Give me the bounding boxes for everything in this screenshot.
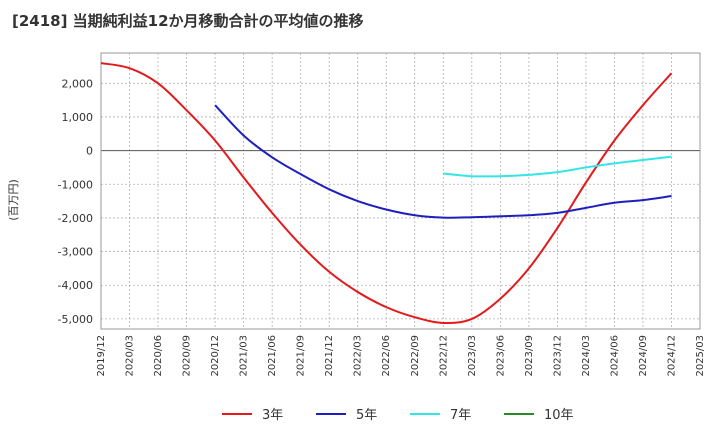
x-tick-label: 2023/06 <box>495 335 506 377</box>
x-tick-label: 2020/06 <box>153 335 164 377</box>
y-tick-label: -1,000 <box>58 178 93 191</box>
series-line-3 <box>443 155 672 178</box>
x-tick-label: 2021/09 <box>296 335 307 377</box>
y-tick-label: 2,000 <box>62 77 94 90</box>
x-tick-label: 2022/09 <box>410 335 421 377</box>
x-tick-label: 2021/06 <box>267 335 278 377</box>
x-tick-label: 2023/09 <box>524 335 535 377</box>
y-axis-label: (百万円) <box>7 179 20 221</box>
legend-label: 10年 <box>544 408 574 423</box>
x-tick-label: 2025/03 <box>695 335 706 377</box>
y-tick-label: -2,000 <box>58 212 93 225</box>
y-tick-label: -3,000 <box>58 246 93 259</box>
axes-layer: 2019/12 2020/03 2020/06 2020/09 2020/12 2021/… <box>58 52 706 377</box>
x-tick-label: 2020/03 <box>125 335 136 377</box>
x-tick-label: 2024/03 <box>581 335 592 377</box>
x-tick-label: 2021/03 <box>239 335 250 377</box>
y-tick-label: 1,000 <box>62 111 94 124</box>
series-line-2 <box>214 104 672 219</box>
y-tick-label: 0 <box>86 145 93 158</box>
grid-layer <box>101 53 700 329</box>
x-tick-label: 2022/12 <box>438 335 449 377</box>
legend-label: 5年 <box>356 408 377 423</box>
y-tick-label: -5,000 <box>58 313 93 326</box>
legend-layer: 3年 5年 7年 10年 <box>222 408 574 423</box>
legend-label: 7年 <box>450 408 471 423</box>
x-tick-label: 2024/12 <box>666 335 677 377</box>
series-layer <box>100 62 673 325</box>
x-tick-label: 2020/09 <box>182 335 193 377</box>
x-tick-label: 2023/12 <box>552 335 563 377</box>
x-tick-label: 2022/03 <box>353 335 364 377</box>
x-tick-label: 2019/12 <box>96 335 107 377</box>
x-tick-label: 2024/09 <box>638 335 649 377</box>
x-tick-label: 2021/12 <box>324 335 335 377</box>
x-tick-label: 2024/06 <box>609 335 620 377</box>
chart-title: [2418] 当期純利益12か月移動合計の平均値の推移 <box>12 12 364 30</box>
x-tick-label: 2023/03 <box>467 335 478 377</box>
plot-frame <box>100 52 701 330</box>
legend-label: 3年 <box>262 408 283 423</box>
series-line-1 <box>100 62 673 325</box>
y-tick-label: -4,000 <box>58 279 93 292</box>
x-tick-label: 2020/12 <box>210 335 221 377</box>
x-tick-label: 2022/06 <box>381 335 392 377</box>
